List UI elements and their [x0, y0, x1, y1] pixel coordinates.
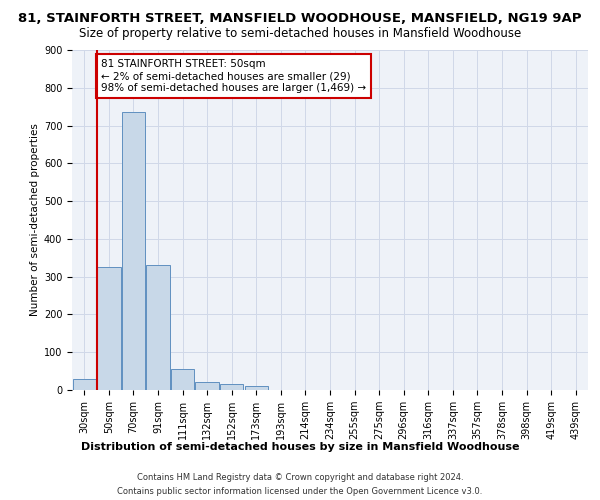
Bar — [245, 386, 268, 390]
Text: 81, STAINFORTH STREET, MANSFIELD WOODHOUSE, MANSFIELD, NG19 9AP: 81, STAINFORTH STREET, MANSFIELD WOODHOU… — [18, 12, 582, 26]
Bar — [196, 382, 219, 390]
Y-axis label: Number of semi-detached properties: Number of semi-detached properties — [29, 124, 40, 316]
Bar — [146, 266, 170, 390]
Bar — [122, 112, 145, 390]
Bar — [73, 378, 96, 390]
Bar — [97, 267, 121, 390]
Text: Contains public sector information licensed under the Open Government Licence v3: Contains public sector information licen… — [118, 488, 482, 496]
Text: Size of property relative to semi-detached houses in Mansfield Woodhouse: Size of property relative to semi-detach… — [79, 28, 521, 40]
Text: Contains HM Land Registry data © Crown copyright and database right 2024.: Contains HM Land Registry data © Crown c… — [137, 472, 463, 482]
Text: Distribution of semi-detached houses by size in Mansfield Woodhouse: Distribution of semi-detached houses by … — [81, 442, 519, 452]
Bar — [171, 369, 194, 390]
Text: 81 STAINFORTH STREET: 50sqm
← 2% of semi-detached houses are smaller (29)
98% of: 81 STAINFORTH STREET: 50sqm ← 2% of semi… — [101, 60, 366, 92]
Bar — [220, 384, 244, 390]
